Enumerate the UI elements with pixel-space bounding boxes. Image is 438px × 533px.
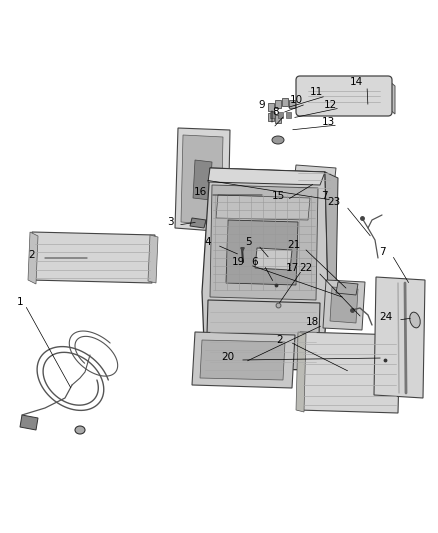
FancyBboxPatch shape	[275, 100, 280, 108]
Polygon shape	[208, 168, 325, 185]
Polygon shape	[323, 280, 365, 330]
Polygon shape	[200, 340, 285, 380]
Text: 13: 13	[321, 117, 335, 127]
Text: 9: 9	[259, 100, 265, 110]
Text: 20: 20	[222, 352, 235, 362]
Text: 7: 7	[379, 247, 385, 257]
Polygon shape	[202, 168, 328, 370]
Polygon shape	[336, 282, 358, 295]
Polygon shape	[300, 80, 388, 108]
Polygon shape	[193, 160, 212, 200]
Polygon shape	[298, 332, 400, 413]
Text: 24: 24	[379, 312, 392, 322]
Text: 1: 1	[17, 297, 23, 307]
FancyBboxPatch shape	[289, 100, 294, 108]
Text: 12: 12	[323, 100, 337, 110]
FancyBboxPatch shape	[278, 112, 283, 118]
Polygon shape	[206, 300, 320, 370]
Ellipse shape	[272, 136, 284, 144]
Text: 4: 4	[205, 237, 211, 247]
Polygon shape	[226, 220, 298, 285]
Text: 7: 7	[321, 191, 327, 201]
Text: 22: 22	[300, 263, 313, 273]
FancyBboxPatch shape	[268, 112, 273, 120]
Text: 8: 8	[273, 107, 279, 117]
Text: 21: 21	[287, 240, 300, 250]
Text: 19: 19	[231, 257, 245, 267]
Polygon shape	[255, 248, 292, 270]
Text: 14: 14	[350, 77, 363, 87]
Text: 3: 3	[167, 217, 173, 227]
Ellipse shape	[75, 426, 85, 434]
FancyBboxPatch shape	[270, 112, 276, 118]
Text: 15: 15	[272, 191, 285, 201]
Polygon shape	[28, 232, 38, 284]
FancyBboxPatch shape	[268, 102, 273, 110]
Polygon shape	[216, 195, 310, 220]
FancyBboxPatch shape	[282, 98, 287, 106]
Text: 6: 6	[252, 257, 258, 267]
Polygon shape	[330, 287, 358, 323]
FancyBboxPatch shape	[286, 112, 291, 118]
Polygon shape	[148, 235, 158, 283]
Polygon shape	[388, 80, 395, 114]
Text: 23: 23	[327, 197, 341, 207]
Polygon shape	[192, 332, 295, 388]
Text: 2: 2	[277, 335, 283, 345]
Polygon shape	[374, 277, 425, 398]
Polygon shape	[296, 332, 306, 412]
Text: 5: 5	[245, 237, 251, 247]
Text: 11: 11	[309, 87, 323, 97]
Ellipse shape	[410, 312, 420, 328]
Polygon shape	[190, 218, 206, 228]
Polygon shape	[30, 232, 155, 283]
Polygon shape	[210, 185, 318, 300]
Text: 16: 16	[193, 187, 207, 197]
Polygon shape	[20, 415, 38, 430]
Polygon shape	[325, 172, 338, 295]
Text: 10: 10	[290, 95, 303, 105]
Polygon shape	[181, 135, 223, 225]
FancyBboxPatch shape	[296, 76, 392, 116]
FancyBboxPatch shape	[275, 115, 280, 123]
Polygon shape	[293, 165, 336, 195]
Polygon shape	[175, 128, 230, 232]
Text: 2: 2	[28, 250, 35, 260]
Text: 18: 18	[305, 317, 318, 327]
Text: 17: 17	[286, 263, 299, 273]
